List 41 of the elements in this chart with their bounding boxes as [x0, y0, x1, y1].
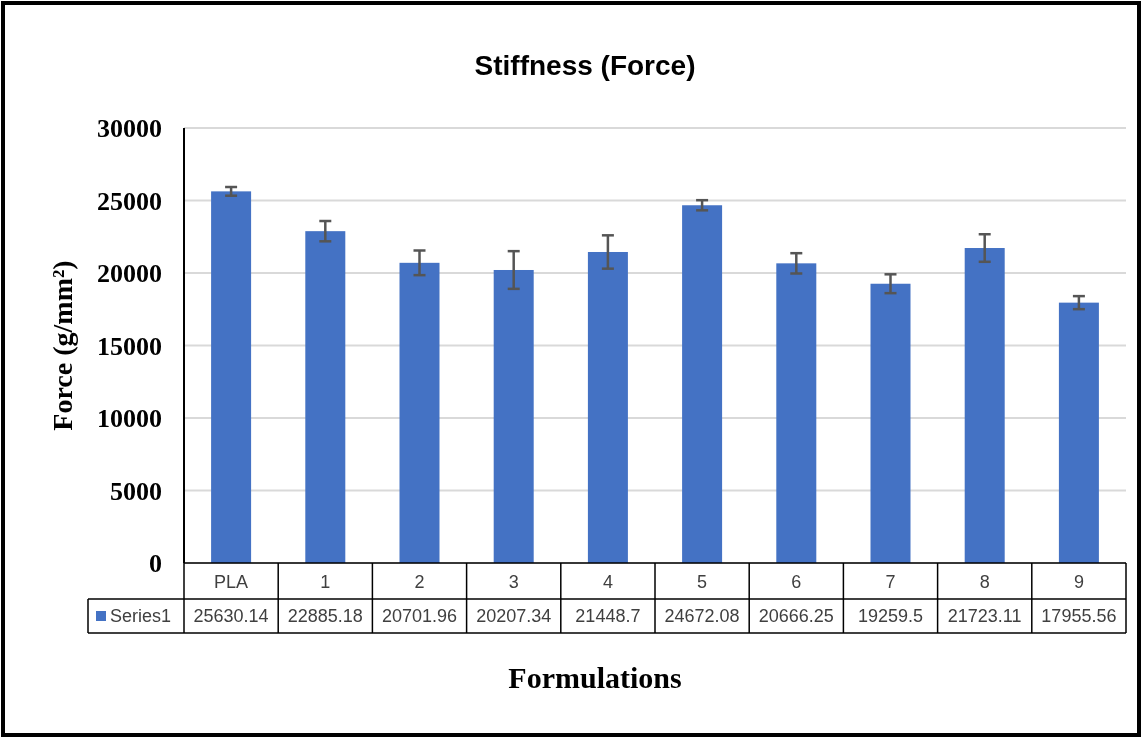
data-label: 20701.96: [381, 606, 458, 627]
y-tick-label: 30000: [97, 114, 162, 144]
data-label: 21448.7: [575, 606, 641, 627]
bar: [964, 248, 1005, 563]
y-tick-label: 20000: [97, 259, 162, 289]
x-tick-label: 7: [885, 572, 896, 593]
data-label: 22885.18: [287, 606, 363, 627]
data-label: 21723.11: [947, 606, 1022, 627]
data-label: 24672.08: [664, 606, 740, 627]
bar: [870, 283, 911, 563]
x-tick-label: 1: [320, 572, 331, 593]
bar: [587, 251, 628, 563]
data-label: 17955.56: [1041, 606, 1117, 627]
x-tick-label: 8: [979, 572, 990, 593]
data-label: 19259.5: [857, 606, 924, 627]
y-tick-label: 5000: [110, 476, 162, 506]
y-tick-label: 25000: [97, 186, 162, 216]
data-label: 25630.14: [193, 606, 269, 627]
y-tick-label: 15000: [97, 331, 162, 361]
bar: [493, 269, 534, 563]
x-tick-label: 2: [414, 572, 425, 593]
y-tick-label: 10000: [97, 404, 162, 434]
y-tick-label: 0: [149, 549, 162, 579]
y-axis-title: Force (g/mm²): [47, 260, 78, 431]
x-tick-label: 5: [697, 572, 708, 593]
x-tick-label: 9: [1073, 572, 1084, 593]
bar: [776, 263, 817, 563]
x-tick-label: 4: [602, 572, 613, 593]
bar: [1058, 302, 1099, 563]
legend-label: Series1: [110, 606, 172, 627]
x-tick-label: PLA: [214, 572, 249, 593]
bar: [305, 231, 346, 563]
x-axis-title: Formulations: [508, 661, 682, 694]
bar: [211, 191, 252, 563]
chart-title: Stiffness (Force): [474, 50, 696, 81]
bar: [399, 262, 440, 563]
bar: [682, 205, 723, 563]
x-tick-label: 6: [791, 572, 802, 593]
x-tick-label: 3: [508, 572, 519, 593]
data-label: 20666.25: [758, 606, 834, 627]
data-label: 20207.34: [476, 606, 552, 627]
